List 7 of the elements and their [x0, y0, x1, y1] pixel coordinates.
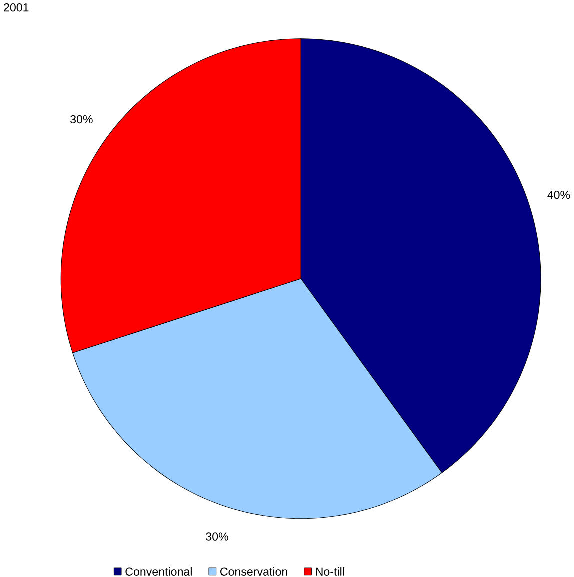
- legend-label: Conventional: [126, 567, 192, 576]
- data-label: 30%: [70, 115, 93, 124]
- data-label: 40%: [548, 190, 570, 200]
- legend-label: Conservation: [220, 567, 288, 576]
- legend-label: No-till: [316, 567, 344, 576]
- data-label: 30%: [206, 532, 228, 541]
- chart-title: 2001: [4, 4, 29, 12]
